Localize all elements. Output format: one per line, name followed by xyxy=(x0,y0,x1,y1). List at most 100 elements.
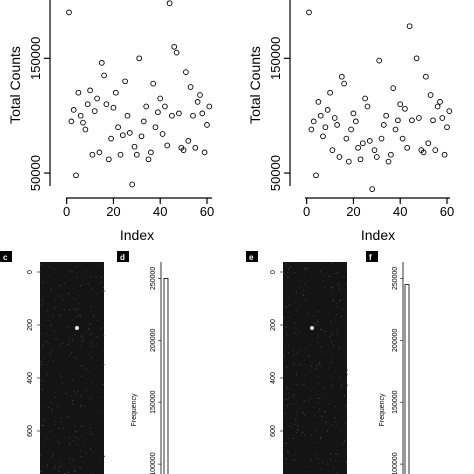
data-point xyxy=(441,151,448,158)
noise-pixel xyxy=(54,391,55,393)
noise-pixel xyxy=(294,302,296,304)
noise-pixel xyxy=(83,444,85,445)
data-point xyxy=(416,115,422,121)
noise-pixel xyxy=(61,464,63,466)
noise-pixel xyxy=(69,443,71,445)
noise-pixel xyxy=(78,303,80,305)
noise-pixel xyxy=(325,422,327,424)
noise-pixel xyxy=(82,279,83,281)
noise-pixel xyxy=(285,306,287,308)
panel-label-bg-d xyxy=(117,251,129,262)
data-point xyxy=(444,124,450,131)
noise-pixel xyxy=(324,411,326,412)
noise-pixel xyxy=(286,333,287,335)
noise-pixel xyxy=(334,417,336,418)
noise-pixel xyxy=(304,434,305,436)
noise-pixel xyxy=(85,368,87,370)
data-point xyxy=(413,55,420,62)
noise-pixel xyxy=(87,327,89,329)
data-point xyxy=(194,99,201,105)
hist-y-tick-label: 100000 xyxy=(392,452,399,474)
noise-pixel xyxy=(302,413,304,415)
noise-pixel xyxy=(89,333,91,335)
noise-pixel xyxy=(298,305,300,307)
data-point xyxy=(373,154,380,160)
noise-pixel xyxy=(299,364,301,366)
noise-pixel xyxy=(79,275,81,277)
noise-pixel xyxy=(317,382,319,384)
panel-label-bg-f xyxy=(366,251,378,262)
data-point xyxy=(75,89,82,96)
noise-pixel xyxy=(320,436,322,438)
scatter-plot-b: 0 20 40 60 50000 150000 Index Total Counts xyxy=(247,0,454,243)
noise-pixel xyxy=(346,374,348,375)
data-point xyxy=(199,110,206,117)
noise-pixel xyxy=(74,298,76,300)
noise-pixel xyxy=(88,328,89,330)
noise-pixel xyxy=(286,366,288,368)
x-ticks-a: 0 20 40 60 xyxy=(63,198,214,219)
noise-pixel xyxy=(44,445,46,447)
image-y-ticks-c: 0 200 400 600 xyxy=(27,270,40,437)
noise-pixel xyxy=(57,440,59,442)
data-point xyxy=(66,9,72,16)
noise-pixel xyxy=(93,375,95,376)
noise-pixel xyxy=(50,430,52,432)
image-y-ticks-e: 0 200 400 600 xyxy=(270,270,283,437)
noise-pixel xyxy=(325,377,327,379)
noise-pixel xyxy=(95,343,97,345)
noise-pixel xyxy=(93,402,95,404)
noise-pixel xyxy=(297,429,298,431)
noise-pixel xyxy=(51,456,53,458)
noise-pixel xyxy=(96,266,98,267)
data-point xyxy=(380,122,387,128)
noise-pixel xyxy=(293,413,295,415)
noise-pixel xyxy=(335,445,337,447)
data-point xyxy=(404,144,411,151)
panel-label-d: d xyxy=(120,253,125,262)
noise-pixel xyxy=(57,307,59,309)
noise-pixel xyxy=(49,352,51,354)
noise-pixel xyxy=(324,330,326,332)
data-point xyxy=(376,57,383,64)
data-point xyxy=(98,60,105,66)
noise-pixel xyxy=(47,316,49,318)
noise-pixel xyxy=(321,415,323,417)
data-point xyxy=(308,126,315,133)
noise-pixel xyxy=(74,465,76,467)
noise-pixel xyxy=(333,300,335,302)
noise-pixel xyxy=(69,309,71,311)
noise-pixel xyxy=(322,280,324,282)
noise-pixel xyxy=(336,333,338,335)
noise-pixel xyxy=(54,465,56,467)
noise-pixel xyxy=(328,313,330,315)
noise-pixel xyxy=(304,267,306,269)
data-point xyxy=(82,126,89,133)
noise-pixel xyxy=(316,429,318,431)
data-point xyxy=(329,147,336,153)
data-point xyxy=(357,156,364,163)
data-point xyxy=(103,101,110,108)
noise-pixel xyxy=(283,272,285,274)
noise-pixel xyxy=(41,432,43,434)
noise-pixel xyxy=(74,469,76,471)
data-point xyxy=(327,89,333,96)
noise-pixel xyxy=(318,290,320,292)
noise-pixel xyxy=(324,388,326,389)
noise-pixel xyxy=(60,417,62,419)
noise-pixel xyxy=(59,315,61,317)
noise-pixel xyxy=(80,405,82,407)
noise-pixel xyxy=(53,268,55,270)
noise-pixel xyxy=(293,454,295,455)
noise-pixel xyxy=(320,365,322,367)
data-point xyxy=(425,140,432,147)
noise-pixel xyxy=(318,363,320,365)
noise-pixel xyxy=(78,349,79,351)
noise-pixel xyxy=(42,379,44,381)
noise-pixel xyxy=(305,299,307,301)
noise-pixel xyxy=(297,425,299,427)
noise-pixel xyxy=(103,290,105,291)
hist-y-tick-label: 200000 xyxy=(392,329,399,352)
data-point xyxy=(89,151,96,158)
noise-pixel xyxy=(40,454,42,456)
